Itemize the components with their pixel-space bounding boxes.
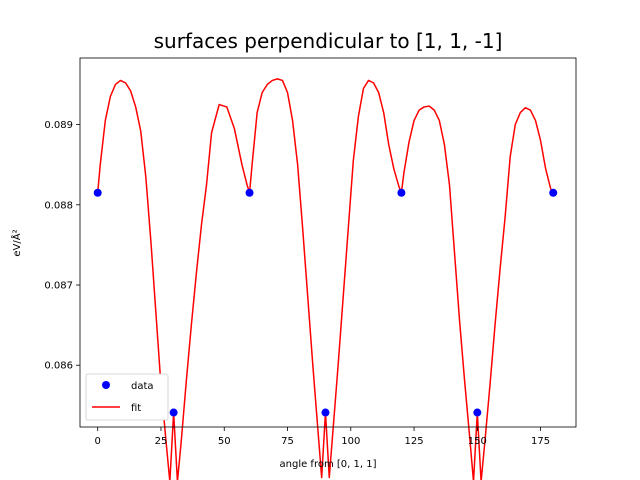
data-point bbox=[93, 188, 102, 197]
x-tick-label: 50 bbox=[218, 436, 231, 447]
x-tick-label: 100 bbox=[341, 436, 360, 447]
data-point bbox=[245, 188, 254, 197]
data-point bbox=[549, 188, 558, 197]
x-tick-label: 25 bbox=[155, 436, 168, 447]
y-tick-label: 0.086 bbox=[44, 361, 73, 372]
legend: data fit bbox=[85, 373, 169, 421]
legend-label-fit: fit bbox=[131, 403, 141, 414]
data-point bbox=[473, 408, 482, 417]
axes: 0 25 50 75 100 125 150 175 0.086 0.087 0.088 0.089 bbox=[44, 120, 550, 447]
y-tick-label: 0.089 bbox=[44, 120, 73, 131]
plot-frame bbox=[79, 57, 577, 428]
x-tick-label: 0 bbox=[95, 436, 101, 447]
plot-area bbox=[93, 78, 558, 480]
x-tick-label: 175 bbox=[531, 436, 550, 447]
fit-line bbox=[96, 78, 554, 480]
x-tick-label: 150 bbox=[468, 436, 487, 447]
y-tick-label: 0.087 bbox=[44, 281, 73, 292]
legend-box bbox=[85, 373, 169, 421]
y-axis-label: eV/Å² bbox=[10, 229, 23, 256]
data-point bbox=[321, 408, 330, 417]
x-tick-label: 75 bbox=[281, 436, 294, 447]
data-point bbox=[397, 188, 406, 197]
legend-label-data: data bbox=[131, 381, 154, 392]
data-point bbox=[169, 408, 178, 417]
chart-title: surfaces perpendicular to [1, 1, -1] bbox=[154, 29, 503, 53]
x-tick-label: 125 bbox=[404, 436, 423, 447]
x-axis-label: angle from [0, 1, 1] bbox=[280, 459, 377, 470]
y-tick-label: 0.088 bbox=[44, 200, 73, 211]
legend-marker-data bbox=[102, 381, 110, 389]
